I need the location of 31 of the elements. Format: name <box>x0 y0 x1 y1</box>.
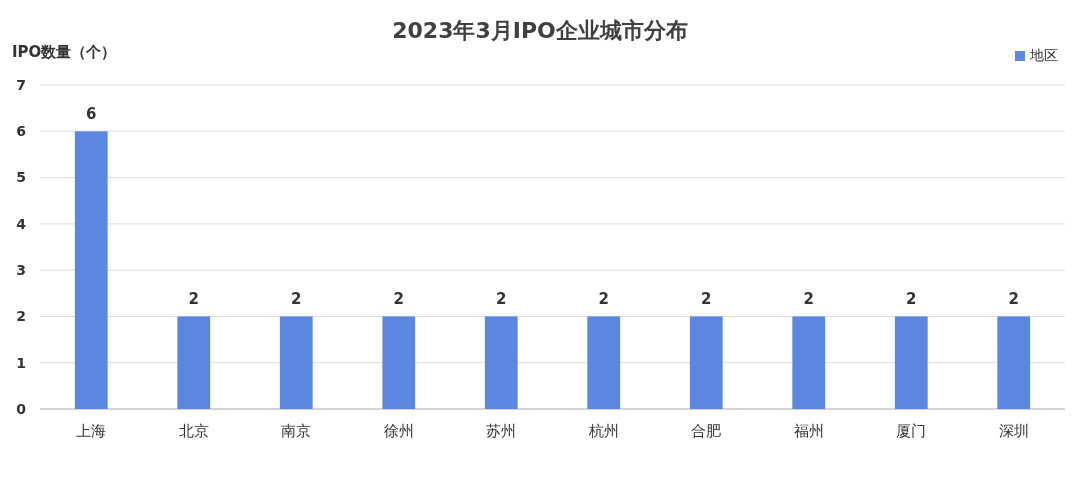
x-tick-label: 杭州 <box>587 422 619 440</box>
data-label: 2 <box>291 290 302 309</box>
data-label: 2 <box>803 290 814 309</box>
x-tick-label: 福州 <box>793 422 824 440</box>
y-tick-label: 4 <box>16 215 27 232</box>
data-label: 2 <box>188 290 199 309</box>
y-tick-label: 1 <box>16 354 26 371</box>
data-label: 2 <box>393 290 404 309</box>
data-label: 2 <box>906 290 917 309</box>
y-tick-label: 5 <box>16 169 26 186</box>
legend-label: 地区 <box>1029 47 1058 63</box>
data-label: 2 <box>1008 290 1019 309</box>
y-tick-label: 7 <box>16 76 26 93</box>
y-tick-label: 3 <box>16 262 26 279</box>
y-tick-label: 0 <box>16 400 27 417</box>
y-axis-title: IPO数量（个） <box>12 43 117 61</box>
x-tick-label: 徐州 <box>383 422 414 440</box>
y-tick-label: 2 <box>16 308 26 325</box>
x-tick-label: 北京 <box>178 422 209 440</box>
chart-title: 2023年3月IPO企业城市分布 <box>392 18 688 43</box>
data-label: 6 <box>86 105 97 124</box>
x-tick-label: 厦门 <box>896 422 927 440</box>
x-tick-label: 深圳 <box>998 422 1029 440</box>
x-tick-label: 苏州 <box>486 422 517 440</box>
x-tick-label: 上海 <box>76 422 107 440</box>
x-tick-label: 南京 <box>281 422 312 440</box>
data-label: 2 <box>701 290 712 309</box>
data-label: 2 <box>598 290 609 309</box>
x-tick-label: 合肥 <box>691 422 722 440</box>
y-tick-label: 6 <box>16 123 26 140</box>
data-label: 2 <box>496 290 507 309</box>
